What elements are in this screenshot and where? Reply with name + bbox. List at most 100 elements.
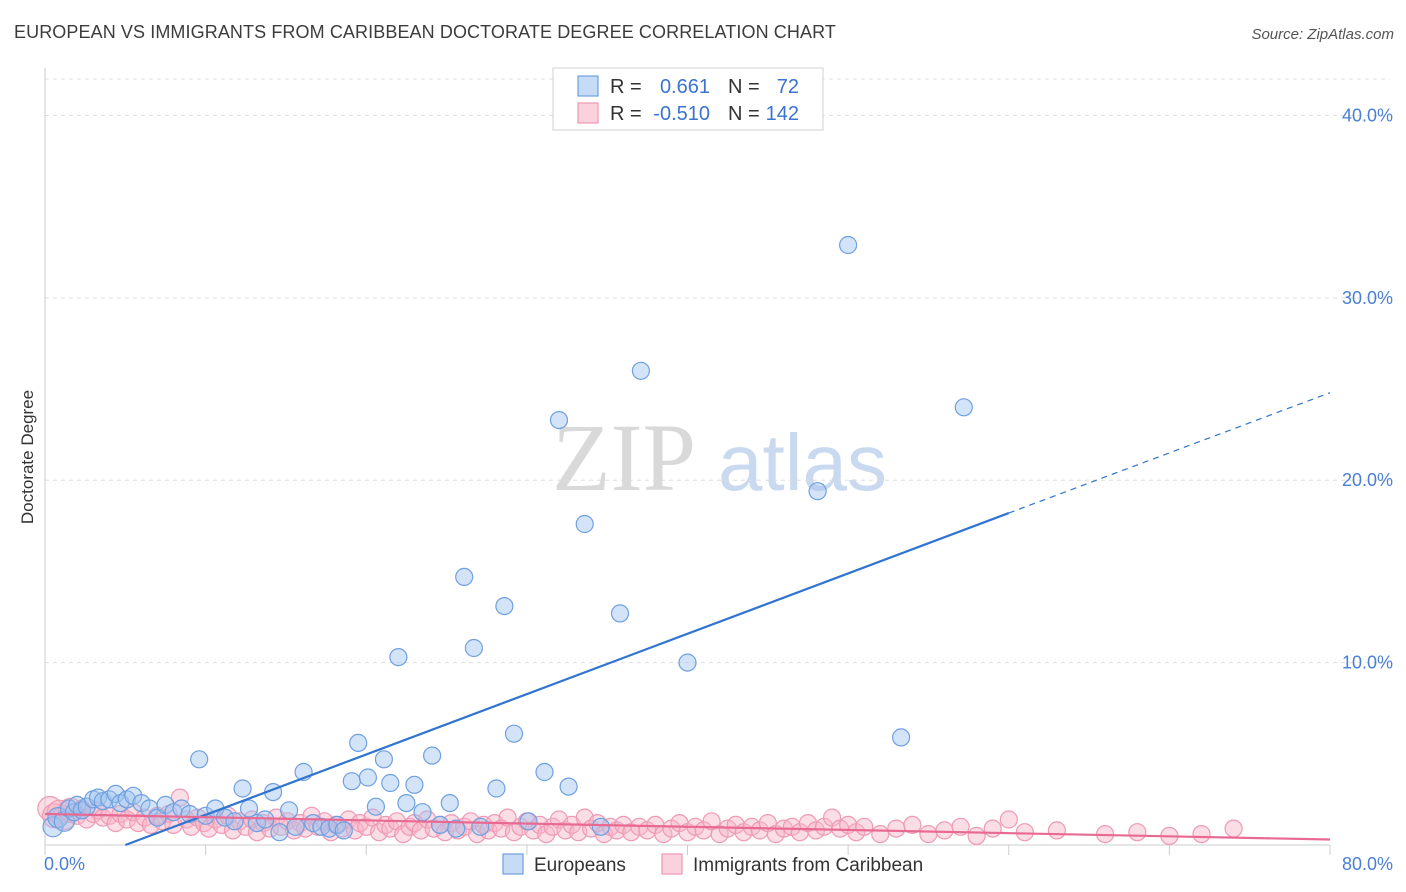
caribbean-point-127 xyxy=(887,819,906,838)
caribbean-point-83 xyxy=(537,824,556,844)
bottom-legend-label-europeans: Europeans xyxy=(534,855,626,876)
europeans-point-42 xyxy=(342,772,361,791)
europeans-point-44 xyxy=(358,768,377,787)
europeans-point-46 xyxy=(374,750,393,769)
europeans-point-48 xyxy=(389,647,408,667)
europeans-point-52 xyxy=(423,746,442,765)
legend-swatch-caribbean xyxy=(577,102,599,124)
caribbean-point-138 xyxy=(1128,823,1147,842)
europeans-point-65 xyxy=(559,777,578,796)
caribbean-point-126 xyxy=(871,824,890,844)
europeans-point-70 xyxy=(678,653,697,672)
europeans-point-68 xyxy=(610,604,630,623)
europeans-point-64 xyxy=(549,411,569,430)
caribbean-point-73 xyxy=(474,815,493,835)
caribbean-point-129 xyxy=(919,824,938,844)
watermark-zip: ZIP xyxy=(552,404,696,511)
correlation-legend: R = 0.661 N = 72 R = -0.510 N = 142 xyxy=(552,67,824,131)
europeans-point-61 xyxy=(504,724,524,743)
legend-r-label-caribbean: R = xyxy=(610,103,642,125)
grid xyxy=(45,78,1390,664)
caribbean-point-136 xyxy=(1047,821,1067,840)
europeans-point-47 xyxy=(381,773,400,793)
europeans-point-59 xyxy=(487,779,506,798)
y-tick-label-10: 10.0% xyxy=(1342,653,1393,673)
europeans-trend-line xyxy=(124,512,1010,847)
bottom-legend-swatch-europeans xyxy=(502,853,524,875)
europeans-point-58 xyxy=(471,817,490,836)
legend-swatch-europeans xyxy=(577,75,599,97)
europeans-point-72 xyxy=(838,235,858,255)
europeans-point-55 xyxy=(447,819,466,838)
europeans-point-12 xyxy=(106,784,125,804)
europeans-point-33 xyxy=(270,823,289,842)
y-axis-label: Doctorate Degree xyxy=(18,390,37,524)
y-ticks: 10.0% 20.0% 30.0% 40.0% xyxy=(1342,105,1393,672)
europeans-point-34 xyxy=(280,801,299,820)
caribbean-point-140 xyxy=(1192,824,1211,844)
europeans-point-67 xyxy=(591,817,610,836)
x-tick-label-min: 0.0% xyxy=(44,854,85,874)
europeans-point-50 xyxy=(405,775,424,794)
europeans-point-53 xyxy=(431,815,450,835)
europeans-point-23 xyxy=(190,750,209,769)
legend-r-value-europeans: 0.661 xyxy=(660,76,710,98)
chart-source: Source: ZipAtlas.com xyxy=(1251,26,1394,43)
legend-n-label-europeans: N = xyxy=(728,76,760,98)
europeans-point-43 xyxy=(349,733,368,753)
y-tick-label-20: 20.0% xyxy=(1342,470,1393,490)
europeans-point-71 xyxy=(808,482,827,501)
legend-r-value-caribbean: -0.510 xyxy=(653,103,710,125)
x-tick-label-max: 80.0% xyxy=(1342,854,1393,874)
europeans-trend-extension xyxy=(1008,392,1331,514)
caribbean-point-133 xyxy=(983,819,1002,838)
series-legend: Europeans Immigrants from Caribbean xyxy=(502,853,923,876)
legend-n-value-caribbean: 142 xyxy=(766,103,799,125)
caribbean-point-135 xyxy=(1015,823,1034,842)
chart-title: EUROPEAN VS IMMIGRANTS FROM CARIBBEAN DO… xyxy=(14,22,836,42)
europeans-point-2 xyxy=(53,810,75,832)
axes xyxy=(44,68,1331,855)
europeans-point-63 xyxy=(535,762,554,782)
europeans-point-73 xyxy=(891,728,911,747)
caribbean-trend-line xyxy=(44,812,1331,841)
europeans-point-60 xyxy=(495,596,514,616)
y-tick-label-30: 30.0% xyxy=(1342,288,1393,308)
legend-n-label-caribbean: N = xyxy=(728,103,760,125)
caribbean-point-128 xyxy=(903,815,922,835)
europeans-point-57 xyxy=(464,638,483,658)
watermark: ZIP atlas xyxy=(552,404,887,511)
watermark-atlas: atlas xyxy=(718,418,887,507)
caribbean-point-134 xyxy=(999,810,1018,829)
europeans-point-66 xyxy=(575,514,594,534)
europeans-point-45 xyxy=(366,797,385,816)
europeans-point-28 xyxy=(233,779,252,798)
europeans-point-54 xyxy=(440,793,459,813)
europeans-point-27 xyxy=(225,812,244,831)
europeans-point-35 xyxy=(286,817,305,836)
caribbean-point-56 xyxy=(370,823,389,842)
legend-r-label-europeans: R = xyxy=(610,76,642,98)
europeans-point-74 xyxy=(954,398,973,417)
caribbean-point-125 xyxy=(855,817,874,836)
caribbean-point-60 xyxy=(394,824,413,844)
europeans-point-41 xyxy=(334,821,353,840)
europeans-point-56 xyxy=(455,567,474,587)
series-europeans-points xyxy=(42,235,973,842)
y-tick-label-40: 40.0% xyxy=(1342,105,1393,125)
bottom-legend-swatch-caribbean xyxy=(661,853,683,875)
europeans-point-62 xyxy=(519,812,538,831)
europeans-point-49 xyxy=(397,793,416,813)
europeans-point-18 xyxy=(148,808,167,827)
x-ticks: 0.0% 80.0% xyxy=(44,854,1393,874)
europeans-point-51 xyxy=(413,803,432,822)
bottom-legend-label-caribbean: Immigrants from Caribbean xyxy=(693,855,923,876)
trend-lines xyxy=(44,392,1331,847)
caribbean-point-141 xyxy=(1224,819,1243,838)
caribbean-point-132 xyxy=(967,826,986,846)
caribbean-point-130 xyxy=(935,821,954,840)
legend-n-value-europeans: 72 xyxy=(777,76,799,98)
europeans-point-69 xyxy=(631,361,651,380)
